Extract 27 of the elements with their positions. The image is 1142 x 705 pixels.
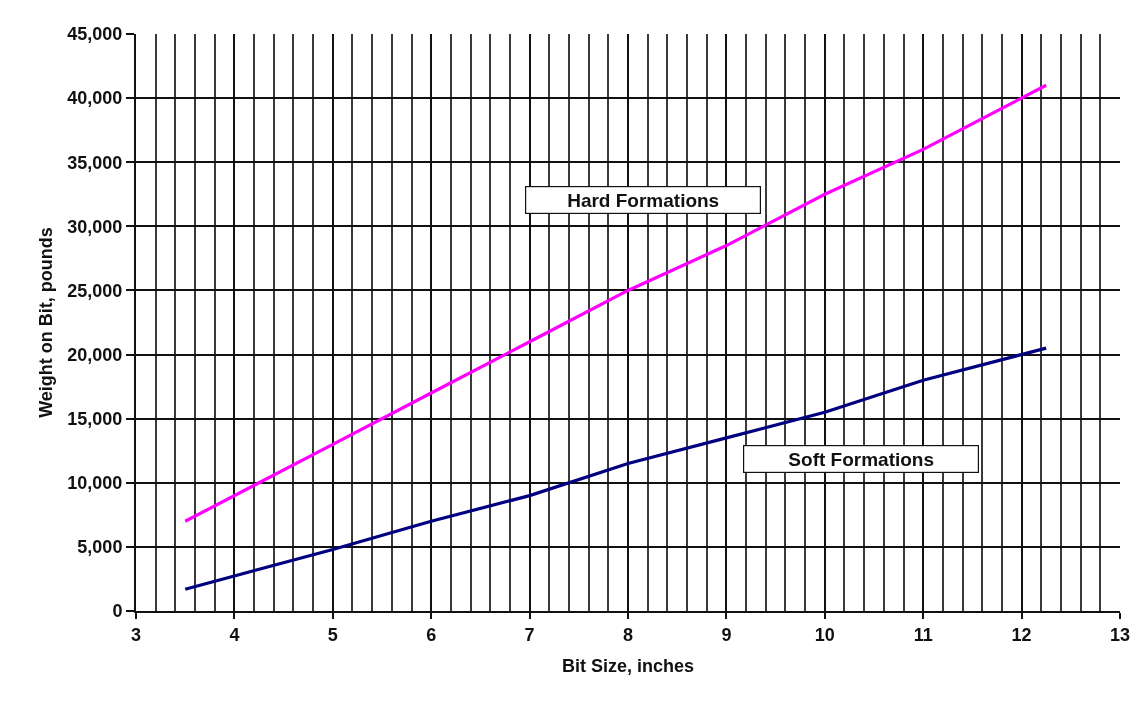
x-tick-label: 13 — [1109, 624, 1131, 645]
x-tick-label: 10 — [814, 624, 835, 645]
y-tick-label: 10,000 — [67, 473, 123, 494]
y-tick-label: 35,000 — [67, 152, 123, 173]
y-tick-label: 15,000 — [67, 408, 123, 429]
y-tick-label: 45,000 — [67, 24, 123, 45]
x-axis-title: Bit Size, inches — [561, 656, 695, 677]
x-tick-label: 6 — [426, 624, 437, 645]
y-tick-label: 25,000 — [67, 280, 123, 301]
y-tick-label: 0 — [112, 601, 123, 622]
y-tick-label: 5,000 — [77, 537, 123, 558]
x-tick-label: 7 — [524, 624, 535, 645]
line-series — [183, 346, 1048, 591]
series-label: Hard Formations — [567, 189, 720, 211]
x-tick-label: 4 — [229, 624, 240, 645]
x-tick-label: 9 — [721, 624, 732, 645]
y-tick-label: 20,000 — [67, 344, 123, 365]
y-tick-label: 40,000 — [67, 88, 123, 109]
x-tick-label: 11 — [913, 624, 933, 645]
x-tick-label: 5 — [327, 624, 338, 645]
x-tick-label: 8 — [622, 624, 634, 645]
y-tick-label: 30,000 — [67, 216, 123, 237]
x-tick-label: 12 — [1011, 624, 1032, 645]
line-series — [183, 83, 1048, 523]
y-axis-title: Weight on Bit, pounds — [36, 227, 57, 418]
series-label: Soft Formations — [788, 448, 935, 470]
x-tick-label: 3 — [130, 624, 142, 645]
